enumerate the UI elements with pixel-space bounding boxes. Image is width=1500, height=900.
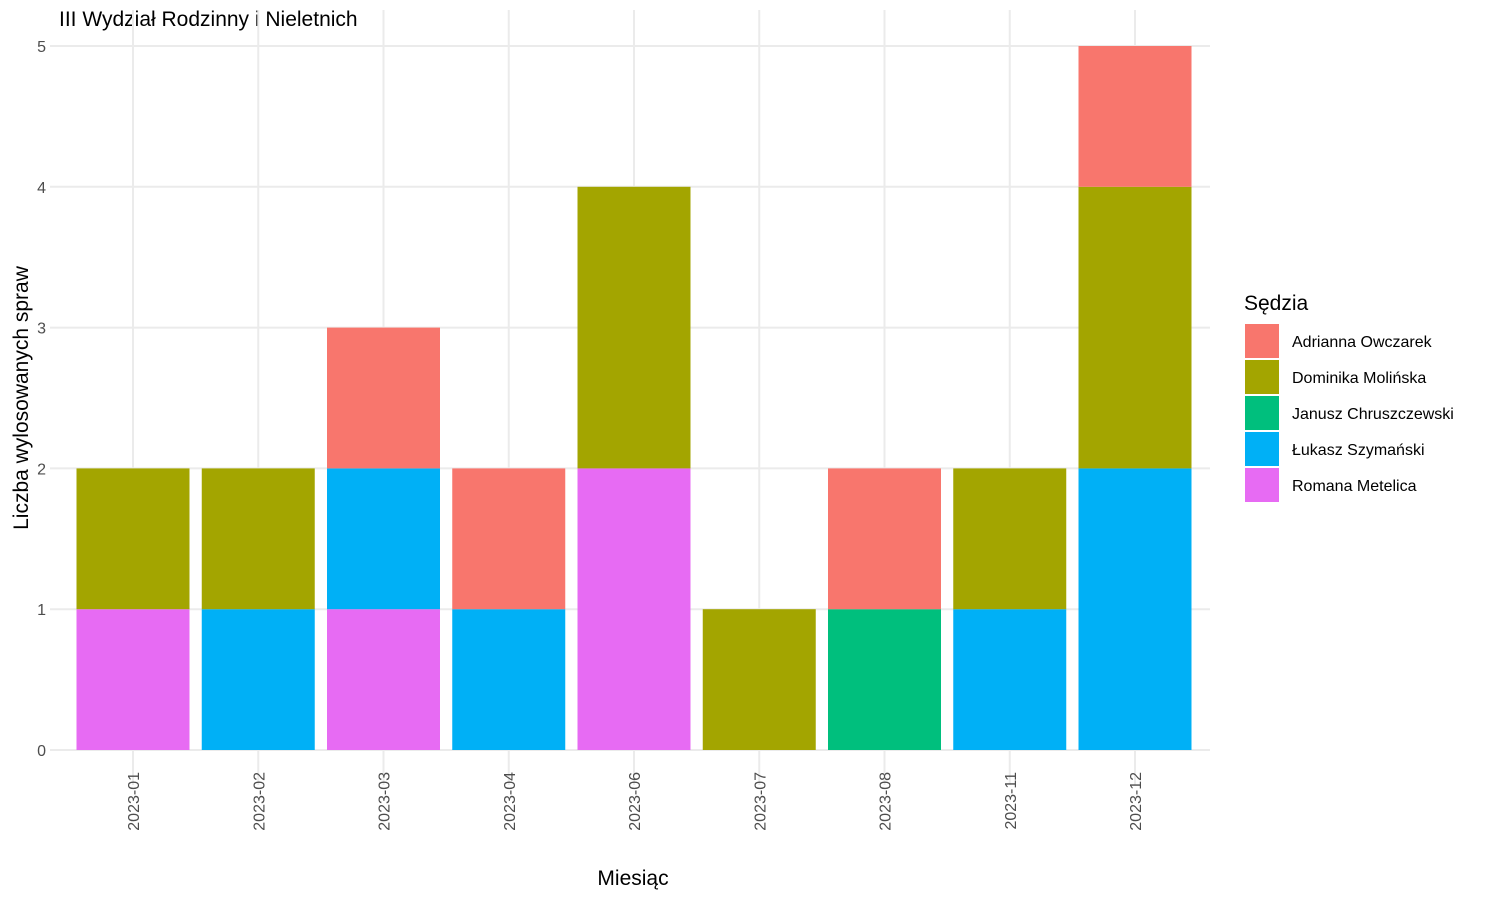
bar-segment (327, 327, 440, 469)
legend-item: Romana Metelica (1245, 468, 1417, 502)
bar-segment (1078, 46, 1192, 187)
x-axis-title: Miesiąc (597, 867, 668, 890)
bar-segment (828, 468, 941, 610)
bar-segment (452, 609, 566, 750)
bar-segment (201, 609, 315, 750)
bar-segment (577, 186, 691, 469)
y-tick-label: 5 (37, 39, 46, 56)
bar-segment (577, 468, 691, 750)
x-tick-label: 2023-04 (502, 772, 519, 831)
bar-segment (1078, 186, 1192, 469)
x-axis-ticks: 2023-01 2023-02 2023-03 2023-04 2023-06 2023-… (126, 772, 1145, 831)
legend-label: Adrianna Owczarek (1292, 334, 1433, 351)
legend-item: Dominika Molińska (1245, 360, 1426, 394)
bar-segment (1078, 468, 1192, 750)
bar-segment (702, 609, 816, 750)
legend-key (1245, 396, 1279, 430)
bar-segment (201, 468, 315, 610)
legend-key (1245, 432, 1279, 466)
bar-segment (327, 609, 440, 750)
bars (76, 46, 1192, 750)
legend-key (1245, 360, 1279, 394)
y-tick-label: 3 (37, 321, 46, 338)
legend-key (1245, 324, 1279, 358)
bar-segment (76, 609, 190, 750)
chart-title: III Wydział Rodzinny i Nieletnich (59, 8, 358, 31)
y-axis-ticks: 0 1 2 3 4 5 (37, 39, 46, 760)
legend-label: Romana Metelica (1292, 478, 1417, 495)
bar-segment (452, 468, 566, 610)
legend-title: Sędzia (1244, 292, 1309, 315)
y-tick-label: 1 (37, 602, 46, 619)
y-axis-title: Liczba wylosowanych spraw (10, 265, 33, 530)
y-tick-label: 0 (37, 743, 46, 760)
legend-item: Adrianna Owczarek (1245, 324, 1433, 358)
y-tick-label: 2 (37, 461, 46, 478)
bar-segment (953, 609, 1067, 750)
legend-item: Łukasz Szymański (1245, 432, 1425, 466)
x-tick-label: 2023-11 (1003, 772, 1020, 830)
x-tick-label: 2023-06 (627, 772, 644, 831)
legend-key (1245, 468, 1279, 502)
legend-label: Łukasz Szymański (1292, 442, 1425, 459)
x-tick-label: 2023-07 (752, 772, 769, 831)
bar-segment (327, 468, 440, 610)
legend-label: Dominika Molińska (1292, 370, 1426, 387)
bar-segment (76, 468, 190, 610)
legend-label: Janusz Chruszczewski (1292, 406, 1454, 423)
legend-item: Janusz Chruszczewski (1245, 396, 1454, 430)
x-tick-label: 2023-02 (251, 772, 268, 831)
x-tick-label: 2023-08 (878, 772, 895, 831)
x-tick-label: 2023-03 (377, 772, 394, 831)
legend: Sędzia Adrianna Owczarek Dominika Molińsk… (1244, 292, 1454, 502)
y-tick-label: 4 (37, 180, 46, 197)
x-tick-label: 2023-12 (1128, 772, 1145, 831)
bar-segment (828, 609, 941, 750)
bar-segment (953, 468, 1067, 610)
x-tick-label: 2023-01 (126, 772, 143, 831)
